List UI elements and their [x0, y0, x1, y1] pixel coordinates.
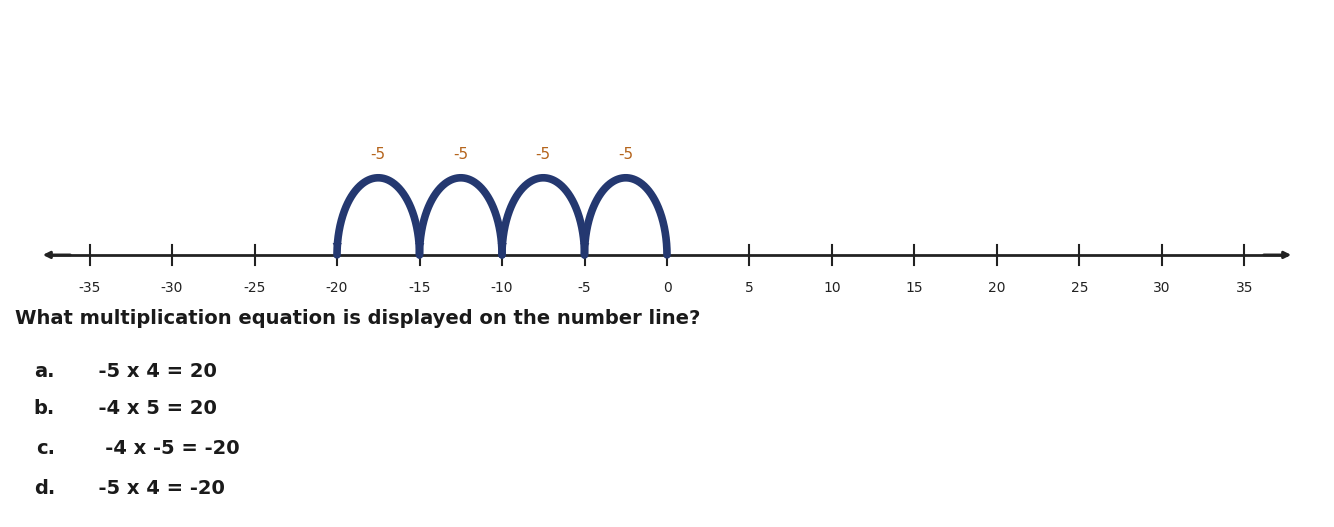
Text: 35: 35	[1235, 281, 1253, 295]
Text: -5: -5	[536, 147, 551, 162]
Text: -4 x 5 = 20: -4 x 5 = 20	[85, 399, 217, 418]
Text: -5: -5	[454, 147, 468, 162]
Text: a.: a.	[35, 362, 55, 381]
Text: What multiplication equation is displayed on the number line?: What multiplication equation is displaye…	[15, 309, 700, 328]
Text: -5: -5	[371, 147, 386, 162]
Text: 15: 15	[906, 281, 923, 295]
Text: c.: c.	[36, 439, 55, 458]
Text: -25: -25	[243, 281, 265, 295]
Text: -5: -5	[578, 281, 591, 295]
Text: 10: 10	[823, 281, 840, 295]
Text: b.: b.	[33, 399, 55, 418]
Text: 30: 30	[1153, 281, 1171, 295]
Text: 5: 5	[746, 281, 754, 295]
Text: -20: -20	[325, 281, 348, 295]
Text: d.: d.	[33, 479, 55, 498]
Text: -5 x 4 = 20: -5 x 4 = 20	[85, 362, 217, 381]
Text: -5 x 4 = -20: -5 x 4 = -20	[85, 479, 225, 498]
Text: -4 x -5 = -20: -4 x -5 = -20	[85, 439, 240, 458]
Text: -30: -30	[161, 281, 183, 295]
Text: -35: -35	[79, 281, 100, 295]
Text: -10: -10	[491, 281, 514, 295]
Text: -15: -15	[408, 281, 431, 295]
Text: 20: 20	[988, 281, 1006, 295]
Text: -5: -5	[618, 147, 634, 162]
Text: 0: 0	[663, 281, 671, 295]
Text: 25: 25	[1071, 281, 1089, 295]
